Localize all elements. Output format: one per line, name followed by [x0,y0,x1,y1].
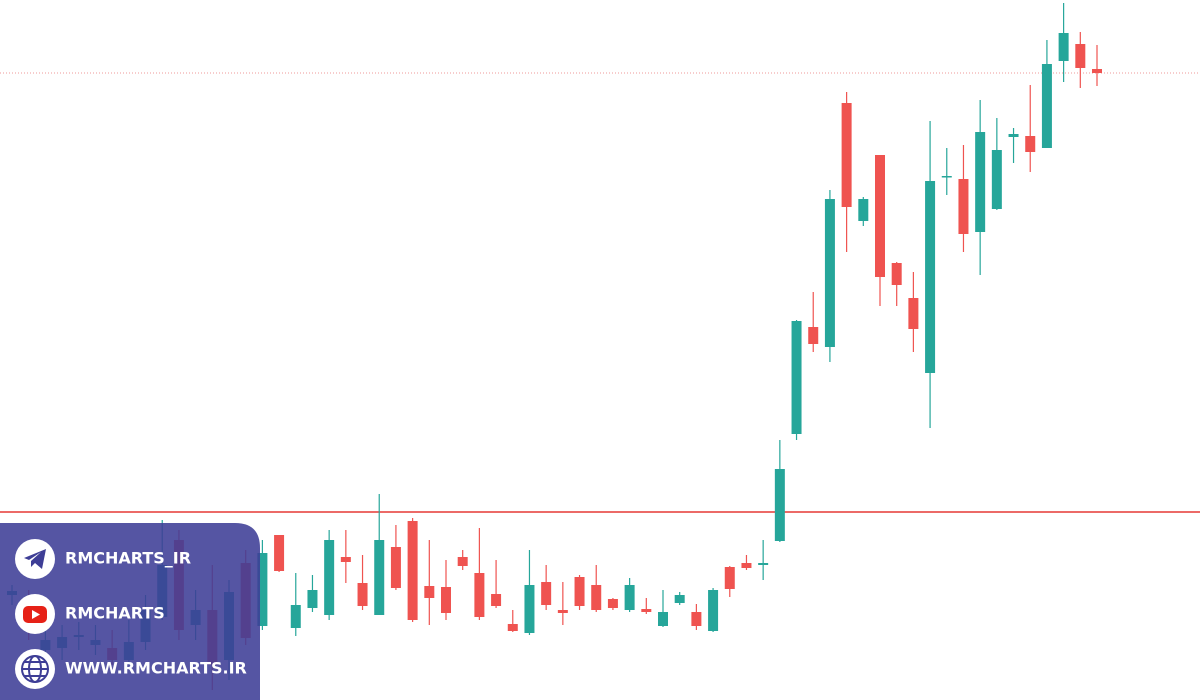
candle-body [858,199,869,221]
candle-body [674,595,685,603]
candle-body [774,469,785,541]
candle-body [424,586,435,598]
candle-body [708,590,719,631]
globe-glyph [21,655,49,683]
candle-body [407,521,418,620]
candle-body [875,155,885,277]
candle-body [390,547,401,588]
candle-body [491,594,502,606]
candle-body [290,605,301,628]
candle-body [925,181,936,373]
candle-body [357,583,368,606]
candle-body [908,298,919,329]
telegram-glyph [24,549,46,569]
candle-body [841,103,852,207]
candle-body [274,535,285,571]
candle-body [507,624,518,631]
candle-body [958,179,969,234]
candle-body [374,540,385,615]
candle-body [324,540,335,615]
candle-body [541,582,552,605]
candle-body [991,150,1002,209]
candle-body [607,599,618,608]
candle-body [1008,134,1019,137]
candle-body [591,585,602,610]
candle-body [691,612,702,626]
candle-body [557,610,568,613]
telegram-handle[interactable]: RMCHARTS_IR [65,549,191,568]
candle-body [624,585,635,610]
candle-body [340,557,351,562]
candle-body [1025,136,1036,152]
youtube-handle[interactable]: RMCHARTS [65,604,165,623]
candle-body [1058,33,1069,61]
candle-body [808,327,819,344]
candle-body [741,563,752,568]
candle-body [524,585,535,633]
youtube-play [32,610,40,619]
candle-body [441,587,451,613]
candle-body [307,590,318,608]
candle-body [891,263,902,285]
candle-body [1041,64,1052,148]
candle-body [941,176,952,178]
candle-body [791,321,802,434]
candle-body [658,612,668,626]
candle-body [474,573,485,617]
candle-body [975,132,986,232]
panel-background [0,523,260,700]
candle-body [1092,69,1102,73]
brand-panel: RMCHARTS_IR RMCHARTS WWW.RMCHARTS.IR [0,523,260,700]
candle-body [824,199,835,347]
candle-body [1075,44,1086,68]
candle-body [641,609,652,612]
candle-body [724,567,735,589]
candle-body [758,563,769,565]
website[interactable]: WWW.RMCHARTS.IR [65,659,247,678]
candle-body [457,557,468,566]
candle-body [257,553,268,626]
candle-body [574,577,585,606]
